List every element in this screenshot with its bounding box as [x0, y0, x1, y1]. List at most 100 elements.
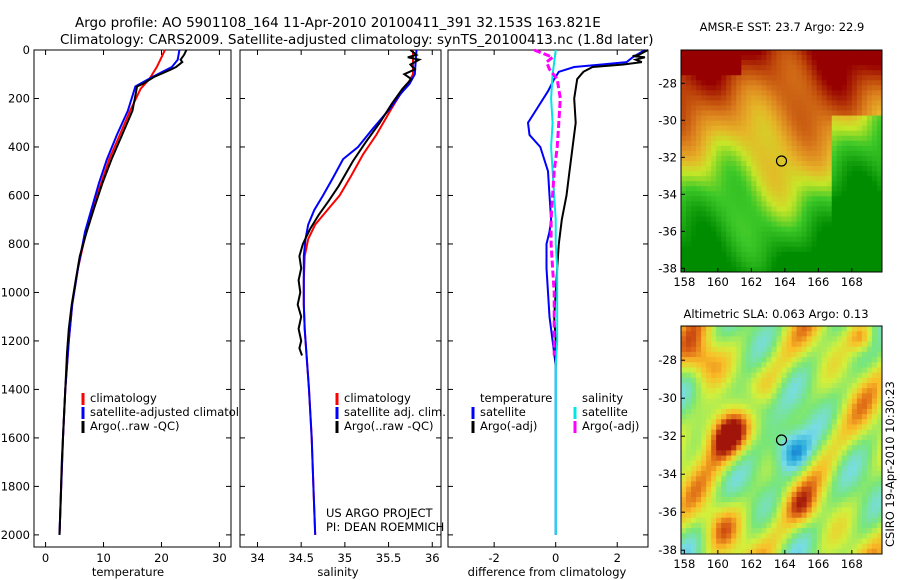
map-cell: [841, 176, 848, 182]
map-cell: [746, 115, 752, 122]
map-cell: [816, 424, 823, 431]
map-cell: [746, 216, 752, 222]
map-cell: [756, 50, 762, 56]
map-cell: [821, 135, 828, 142]
map-cell: [746, 155, 752, 162]
map-cell: [761, 231, 767, 238]
map-cell: [876, 517, 883, 524]
map-cell: [816, 393, 823, 399]
map-cell: [841, 465, 848, 472]
map-cell: [821, 408, 828, 415]
map-cell: [681, 445, 687, 451]
map-cell: [876, 191, 883, 197]
map-cell: [741, 502, 747, 508]
argo-position-marker: [775, 155, 788, 167]
map-cell: [701, 476, 707, 482]
map-cell: [876, 434, 883, 441]
map-cell: [696, 181, 702, 187]
map-cell: [786, 176, 792, 182]
map-cell: [791, 256, 797, 263]
map-cell: [691, 497, 697, 503]
map-cell: [821, 161, 828, 167]
map-cell: [706, 326, 712, 332]
map-cell: [831, 528, 838, 534]
map-cell: [736, 110, 742, 116]
map-cell: [706, 502, 712, 508]
map-cell: [791, 460, 797, 467]
map-cell: [871, 533, 878, 539]
map-cell: [721, 445, 727, 451]
map-cell: [776, 419, 782, 425]
map-cell: [681, 408, 687, 415]
map-cell: [866, 115, 873, 122]
map-cell: [686, 50, 692, 56]
map-cell: [711, 145, 717, 152]
map-cell: [821, 507, 828, 513]
map-cell: [861, 236, 868, 243]
map-cell: [741, 60, 747, 66]
map-cell: [726, 533, 732, 539]
map-cell: [716, 465, 722, 472]
map-cell: [691, 533, 697, 539]
map-cell: [871, 65, 878, 71]
map-cell: [841, 115, 848, 122]
map-cell: [771, 450, 777, 456]
map-cell: [731, 201, 737, 207]
map-cell: [736, 130, 742, 137]
map-cell: [736, 55, 742, 61]
map-cell: [721, 140, 727, 147]
map-cell: [746, 383, 752, 389]
map-cell: [741, 161, 747, 167]
map-cell: [681, 85, 687, 91]
map-cell: [701, 90, 707, 96]
map-cell: [716, 548, 722, 555]
map-cell: [746, 110, 752, 116]
map-cell: [876, 398, 883, 405]
map-cell: [826, 246, 833, 253]
map-cell: [876, 261, 883, 268]
map-cell: [831, 100, 838, 106]
map-cell: [741, 517, 747, 524]
map-cell: [836, 256, 843, 263]
map-cell: [786, 65, 792, 71]
map-cell: [741, 351, 747, 358]
map-cell: [701, 161, 707, 167]
map-cell: [836, 206, 843, 212]
map-cell: [791, 445, 797, 451]
map-cell: [751, 450, 757, 456]
lon-tick-label: 158: [673, 557, 695, 571]
map-cell: [836, 419, 843, 425]
map-cell: [726, 367, 732, 374]
map-cell: [811, 440, 818, 446]
map-cell: [871, 155, 878, 162]
map-cell: [706, 548, 712, 555]
map-cell: [731, 171, 737, 177]
map-cell: [831, 533, 838, 539]
map-cell: [701, 150, 707, 157]
map-cell: [876, 543, 883, 550]
map-cell: [846, 341, 853, 348]
map-cell: [866, 476, 873, 482]
map-cell: [841, 497, 848, 503]
map-cell: [791, 481, 797, 488]
map-cell: [686, 336, 692, 342]
map-cell: [726, 445, 732, 451]
map-cell: [816, 161, 823, 167]
map-cell: [776, 206, 782, 212]
map-cell: [856, 450, 863, 456]
map-cell: [816, 548, 823, 555]
map-cell: [756, 465, 762, 472]
map-cell: [701, 65, 707, 71]
map-cell: [826, 55, 833, 61]
map-cell: [756, 486, 762, 493]
map-cell: [791, 236, 797, 243]
map-cell: [681, 150, 687, 157]
map-cell: [831, 80, 838, 86]
map-cell: [731, 65, 737, 71]
map-cell: [876, 166, 883, 172]
map-cell: [726, 507, 732, 513]
map-cell: [831, 414, 838, 420]
map-cell: [776, 408, 782, 415]
map-cell: [726, 166, 732, 172]
map-cell: [786, 246, 792, 253]
